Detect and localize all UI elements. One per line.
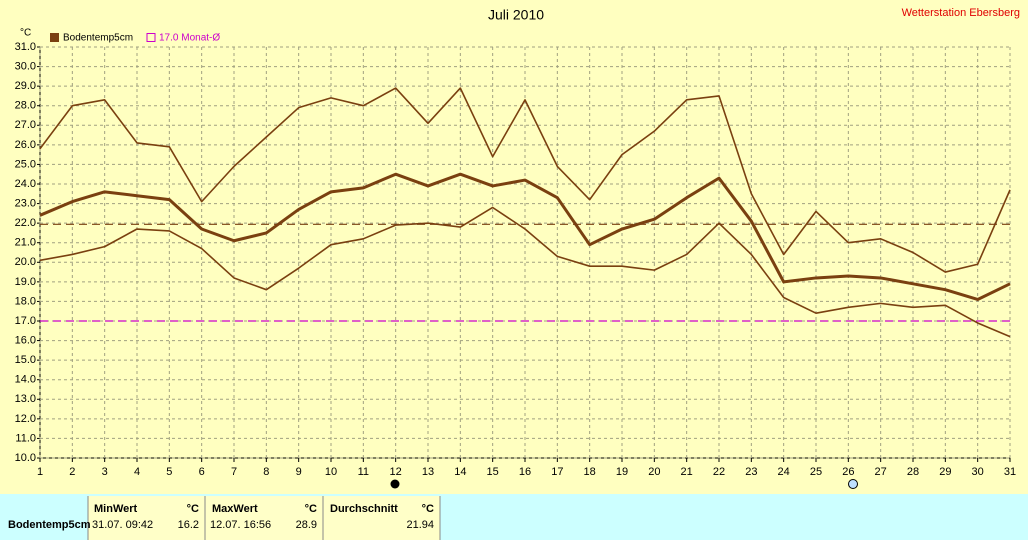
x-tick-label: 31 — [1004, 466, 1016, 478]
x-tick-label: 20 — [648, 466, 660, 478]
mean-line — [39, 172, 1011, 301]
table-cell: 31.07. 09:42 — [92, 519, 153, 531]
x-tick-label: 15 — [487, 466, 499, 478]
x-tick-label: 14 — [454, 466, 466, 478]
chart-background — [0, 0, 1028, 494]
max-line — [39, 87, 1011, 273]
x-tick-label: 10 — [325, 466, 337, 478]
x-tick-label: 26 — [842, 466, 854, 478]
x-tick-label: 6 — [199, 466, 205, 478]
legend-swatch — [50, 33, 59, 42]
table-cell: 21.94 — [406, 519, 434, 531]
x-tick-label: 24 — [778, 466, 790, 478]
table-header: °C — [187, 503, 199, 515]
marker-icon — [848, 479, 858, 489]
x-tick-label: 8 — [263, 466, 269, 478]
table-cells — [88, 496, 440, 540]
y-tick-label: 16.0 — [15, 334, 36, 346]
y-tick-label: 12.0 — [15, 413, 36, 425]
y-tick-label: 20.0 — [15, 256, 36, 268]
table-cell: 28.9 — [296, 519, 317, 531]
table-row-label: Bodentemp5cm — [8, 519, 91, 531]
x-tick-label: 28 — [907, 466, 919, 478]
y-tick-label: 13.0 — [15, 393, 36, 405]
x-tick-label: 11 — [358, 466, 369, 478]
table-header: MinWert — [94, 503, 138, 515]
x-tick-label: 23 — [745, 466, 757, 478]
x-tick-label: 3 — [102, 466, 108, 478]
y-tick-label: 10.0 — [15, 452, 36, 464]
x-tick-label: 22 — [713, 466, 725, 478]
station-name: Wetterstation Ebersberg — [902, 7, 1020, 19]
x-tick-label: 13 — [422, 466, 434, 478]
y-tick-label: 11.0 — [15, 432, 36, 444]
y-tick-label: 15.0 — [15, 354, 36, 366]
x-tick-label: 5 — [166, 466, 172, 478]
y-tick-label: 17.0 — [15, 315, 36, 327]
table-header: °C — [305, 503, 317, 515]
x-tick-label: 18 — [584, 466, 596, 478]
y-tick-label: 31.0 — [15, 41, 36, 53]
min-line — [39, 206, 1011, 338]
y-tick-label: 30.0 — [15, 60, 36, 72]
table-header: °C — [422, 503, 434, 515]
y-tick-label: 27.0 — [15, 119, 36, 131]
y-tick-label: 29.0 — [15, 80, 36, 92]
x-tick-label: 7 — [231, 466, 237, 478]
y-tick-label: 26.0 — [15, 139, 36, 151]
y-tick-label: 23.0 — [15, 197, 36, 209]
x-tick-label: 12 — [390, 466, 402, 478]
marker-icon — [390, 479, 400, 489]
x-tick-label: 27 — [875, 466, 887, 478]
x-tick-label: 21 — [681, 466, 693, 478]
legend-label: 17.0 Monat-Ø — [159, 33, 220, 44]
y-tick-label: 14.0 — [15, 374, 36, 386]
y-tick-label: 28.0 — [15, 100, 36, 112]
table-header: MaxWert — [212, 503, 258, 515]
chart-title: Juli 2010 — [488, 7, 544, 23]
x-tick-label: 29 — [939, 466, 951, 478]
table-cell: 16.2 — [178, 519, 199, 531]
x-tick-label: 2 — [69, 466, 75, 478]
x-tick-label: 17 — [551, 466, 563, 478]
x-tick-label: 1 — [37, 466, 43, 478]
x-tick-label: 16 — [519, 466, 531, 478]
x-tick-label: 30 — [972, 466, 984, 478]
y-tick-label: 19.0 — [15, 276, 36, 288]
table-header: Durchschnitt — [330, 503, 398, 515]
x-tick-label: 9 — [296, 466, 302, 478]
y-tick-label: 22.0 — [15, 217, 36, 229]
y-tick-label: 18.0 — [15, 295, 36, 307]
legend-swatch — [146, 33, 156, 42]
x-tick-label: 25 — [810, 466, 822, 478]
y-tick-label: 24.0 — [15, 178, 36, 190]
table-cell: 12.07. 16:56 — [210, 519, 271, 531]
y-tick-label: 21.0 — [15, 237, 36, 249]
legend-label: Bodentemp5cm — [63, 33, 133, 44]
y-unit: °C — [20, 28, 31, 39]
x-tick-label: 19 — [616, 466, 628, 478]
x-tick-label: 4 — [134, 466, 140, 478]
y-tick-label: 25.0 — [15, 158, 36, 170]
